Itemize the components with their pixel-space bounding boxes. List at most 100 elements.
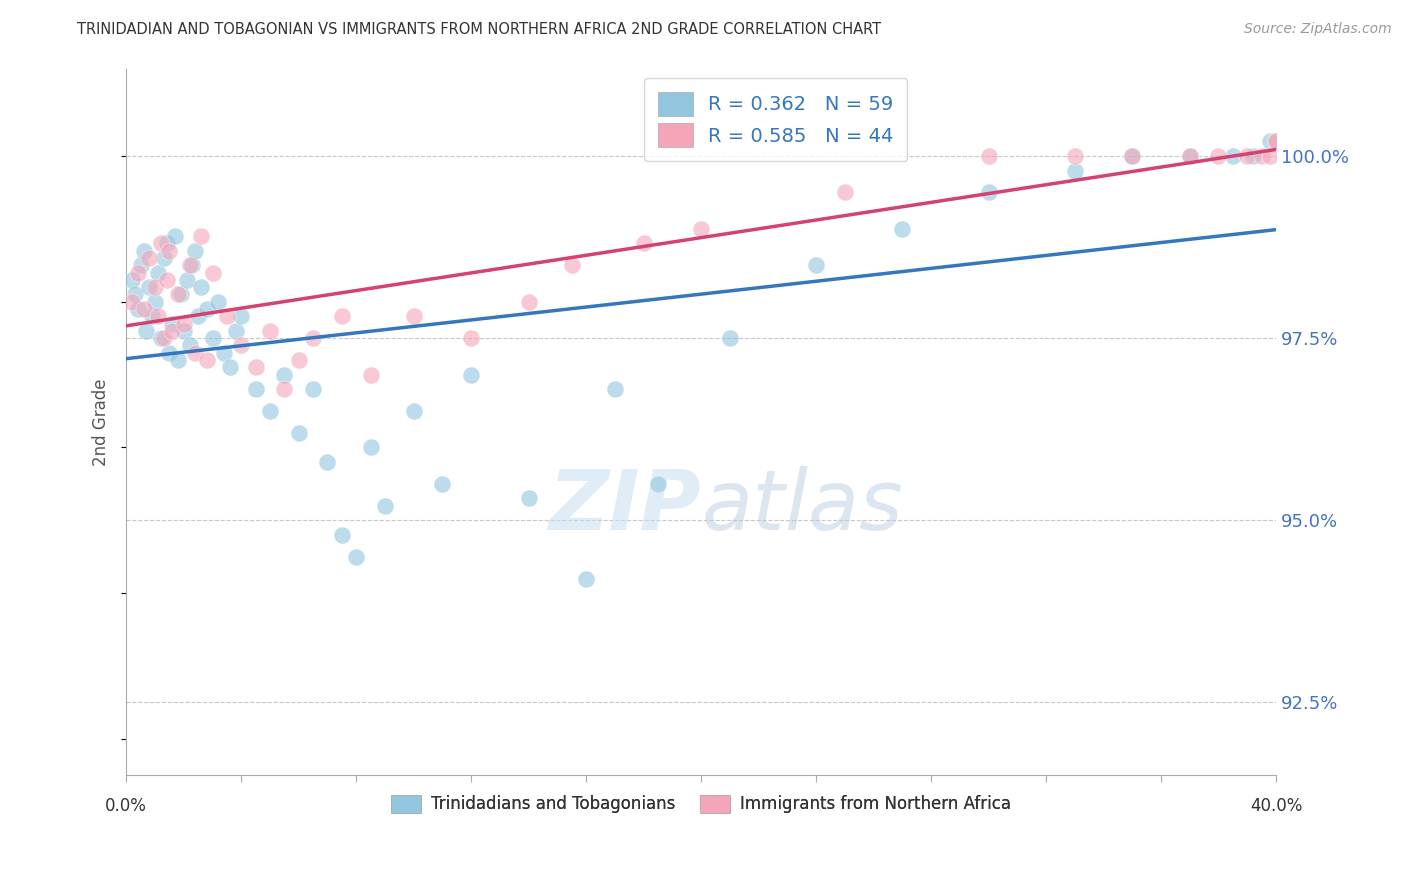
Point	[804, 258, 827, 272]
Point	[187, 310, 209, 324]
Point	[152, 331, 174, 345]
Point	[184, 345, 207, 359]
Point	[129, 258, 152, 272]
Point	[834, 186, 856, 200]
Point	[124, 287, 146, 301]
Text: Source: ZipAtlas.com: Source: ZipAtlas.com	[1244, 22, 1392, 37]
Point	[1121, 149, 1143, 163]
Point	[215, 310, 238, 324]
Point	[167, 287, 190, 301]
Point	[259, 324, 281, 338]
Point	[146, 266, 169, 280]
Text: 40.0%: 40.0%	[1250, 797, 1302, 815]
Point	[1258, 135, 1281, 149]
Point	[132, 301, 155, 316]
Point	[138, 251, 160, 265]
Point	[173, 317, 195, 331]
Point	[149, 236, 172, 251]
Point	[155, 273, 177, 287]
Point	[201, 266, 224, 280]
Point	[143, 280, 166, 294]
Point	[1178, 149, 1201, 163]
Point	[245, 382, 267, 396]
Point	[977, 186, 1000, 200]
Point	[287, 353, 309, 368]
Point	[231, 338, 253, 352]
Point	[231, 310, 253, 324]
Point	[157, 345, 180, 359]
Point	[225, 324, 247, 338]
Y-axis label: 2nd Grade: 2nd Grade	[93, 378, 110, 466]
Point	[460, 331, 482, 345]
Point	[344, 549, 367, 564]
Text: 0.0%: 0.0%	[105, 797, 148, 815]
Point	[149, 331, 172, 345]
Point	[207, 294, 229, 309]
Point	[690, 222, 713, 236]
Point	[1265, 135, 1288, 149]
Point	[141, 310, 163, 324]
Point	[374, 499, 396, 513]
Point	[360, 441, 382, 455]
Point	[152, 251, 174, 265]
Point	[162, 324, 184, 338]
Point	[179, 258, 201, 272]
Point	[718, 331, 741, 345]
Point	[1121, 149, 1143, 163]
Point	[195, 301, 218, 316]
Point	[143, 294, 166, 309]
Point	[181, 258, 204, 272]
Point	[1265, 135, 1288, 149]
Text: TRINIDADIAN AND TOBAGONIAN VS IMMIGRANTS FROM NORTHERN AFRICA 2ND GRADE CORRELAT: TRINIDADIAN AND TOBAGONIAN VS IMMIGRANTS…	[77, 22, 882, 37]
Point	[1222, 149, 1244, 163]
Point	[176, 273, 198, 287]
Point	[1241, 149, 1264, 163]
Point	[1250, 149, 1272, 163]
Point	[138, 280, 160, 294]
Point	[360, 368, 382, 382]
Point	[127, 266, 149, 280]
Point	[190, 229, 212, 244]
Point	[245, 360, 267, 375]
Point	[121, 273, 143, 287]
Point	[121, 294, 143, 309]
Point	[157, 244, 180, 258]
Point	[603, 382, 626, 396]
Point	[977, 149, 1000, 163]
Point	[173, 324, 195, 338]
Point	[561, 258, 583, 272]
Point	[517, 491, 540, 506]
Point	[891, 222, 914, 236]
Point	[170, 287, 193, 301]
Point	[184, 244, 207, 258]
Point	[179, 338, 201, 352]
Point	[212, 345, 235, 359]
Text: atlas: atlas	[702, 467, 903, 547]
Point	[575, 572, 598, 586]
Point	[330, 528, 353, 542]
Point	[132, 244, 155, 258]
Point	[1063, 163, 1085, 178]
Point	[259, 404, 281, 418]
Point	[273, 382, 295, 396]
Point	[135, 324, 157, 338]
Point	[302, 382, 325, 396]
Point	[633, 236, 655, 251]
Point	[162, 317, 184, 331]
Point	[1258, 149, 1281, 163]
Point	[1063, 149, 1085, 163]
Point	[1178, 149, 1201, 163]
Point	[167, 353, 190, 368]
Point	[146, 310, 169, 324]
Point	[402, 404, 425, 418]
Point	[201, 331, 224, 345]
Point	[316, 455, 339, 469]
Text: ZIP: ZIP	[548, 467, 702, 547]
Point	[1236, 149, 1258, 163]
Point	[218, 360, 240, 375]
Point	[190, 280, 212, 294]
Point	[517, 294, 540, 309]
Point	[287, 425, 309, 440]
Point	[127, 301, 149, 316]
Point	[402, 310, 425, 324]
